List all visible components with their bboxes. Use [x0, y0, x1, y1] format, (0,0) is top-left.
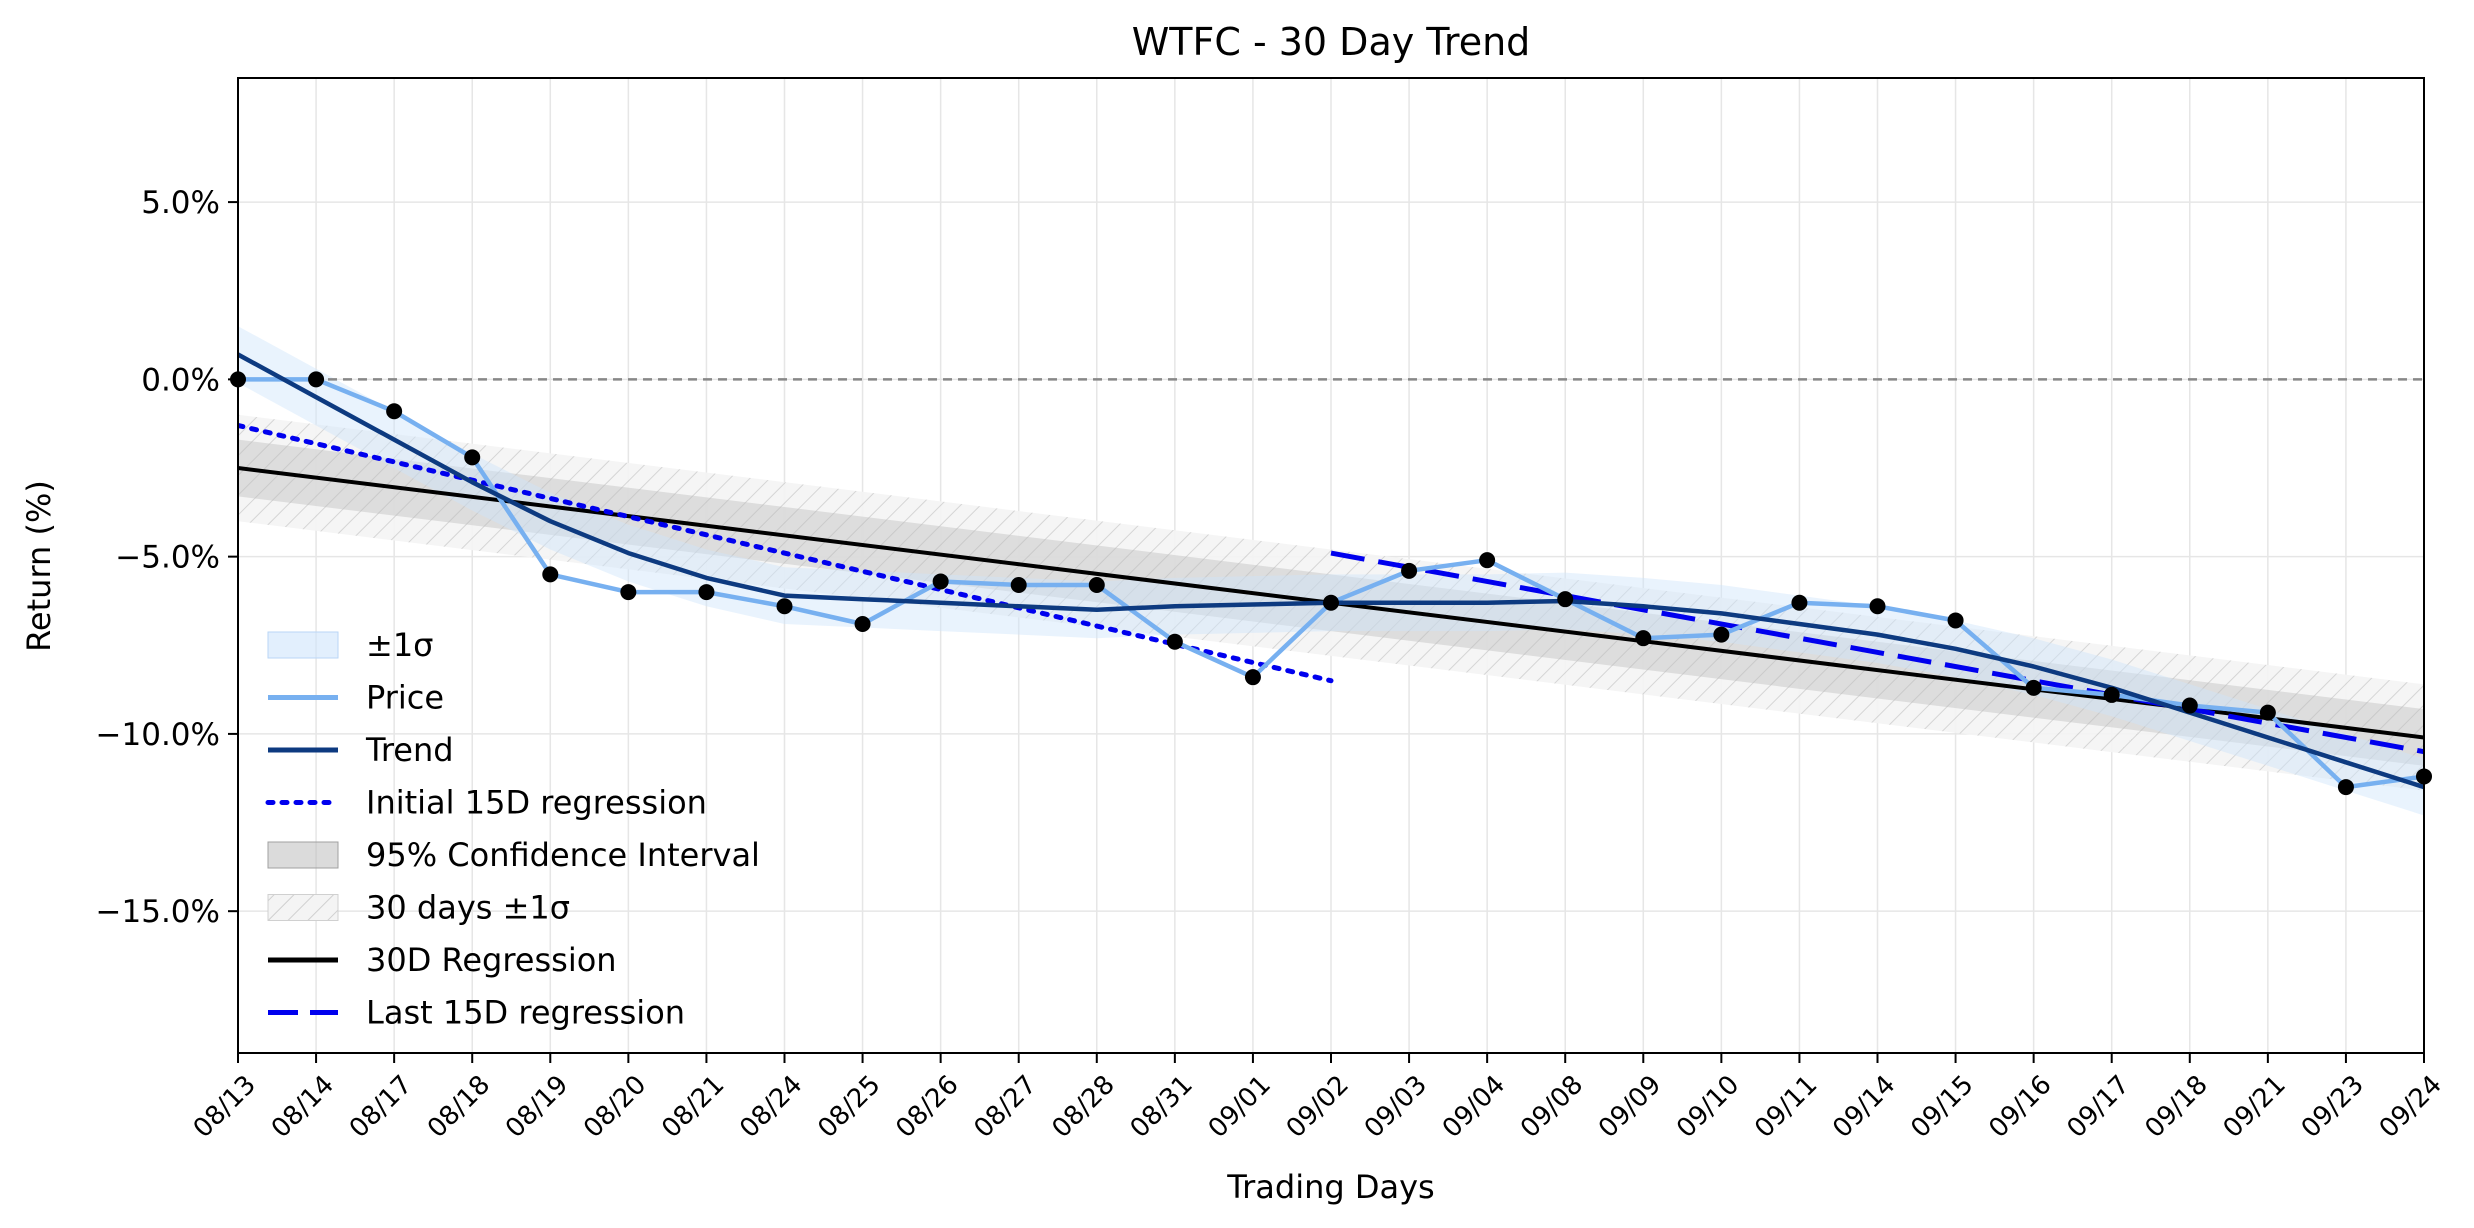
- x-tick-label: 08/24: [734, 1070, 808, 1144]
- legend-label: 95% Confidence Interval: [366, 836, 760, 874]
- x-tick-label: 09/18: [2140, 1070, 2214, 1144]
- legend-label: Last 15D regression: [366, 994, 685, 1032]
- x-tick-label: 08/18: [422, 1070, 496, 1144]
- legend-label: ±1σ: [366, 626, 433, 664]
- last-15d-regression-line: [1330, 550, 2424, 755]
- price-marker: [1947, 612, 1964, 629]
- x-tick-label: 09/04: [1437, 1070, 1511, 1144]
- legend-swatch-confidence: [267, 841, 339, 869]
- x-tick-label: 09/09: [1593, 1070, 1667, 1144]
- x-tick-label: 08/31: [1125, 1070, 1199, 1144]
- price-marker: [854, 616, 871, 632]
- x-tick-label: 09/03: [1359, 1070, 1433, 1144]
- x-tick-label: 09/14: [1827, 1070, 1901, 1144]
- price-marker: [1010, 577, 1027, 593]
- x-tick-label: 09/01: [1203, 1070, 1277, 1144]
- y-tick-label: 5.0%: [141, 185, 220, 221]
- x-tick-label: 09/10: [1671, 1070, 1745, 1144]
- price-marker: [2337, 779, 2354, 796]
- price-marker: [308, 371, 325, 388]
- legend-label: Trend: [365, 731, 454, 769]
- x-tick-label: 09/21: [2218, 1070, 2292, 1144]
- x-tick-label: 08/17: [344, 1070, 418, 1144]
- x-tick-label: 08/20: [578, 1070, 652, 1144]
- price-marker: [386, 403, 403, 420]
- x-tick-label: 08/21: [656, 1070, 730, 1144]
- x-tick-label: 08/26: [890, 1070, 964, 1144]
- y-tick-label: −15.0%: [96, 894, 220, 930]
- price-marker: [1791, 594, 1808, 611]
- x-tick-label: 09/15: [1905, 1070, 1979, 1144]
- sigma-band: [238, 326, 2424, 816]
- x-tick-label: 09/11: [1749, 1070, 1823, 1144]
- x-tick-label: 09/02: [1281, 1070, 1355, 1144]
- legend-label: 30 days ±1σ: [366, 889, 570, 927]
- chart-title: WTFC - 30 Day Trend: [1132, 20, 1531, 64]
- y-tick-label: −10.0%: [96, 717, 220, 753]
- price-marker: [2181, 697, 2198, 714]
- price-marker: [1713, 626, 1730, 643]
- legend-label: Initial 15D regression: [366, 784, 707, 822]
- y-tick-label: −5.0%: [115, 540, 220, 576]
- x-tick-label: 09/08: [1515, 1070, 1589, 1144]
- y-axis-label: Return (%): [20, 480, 58, 652]
- y-tick-label: 0.0%: [141, 362, 220, 398]
- legend-swatch-sigma: [267, 631, 339, 659]
- price-marker: [1323, 594, 1339, 611]
- price-markers: [230, 371, 2432, 796]
- x-tick-label: 09/23: [2296, 1070, 2370, 1144]
- x-tick-label: 08/28: [1047, 1070, 1121, 1144]
- legend: ±1σ Price Trend Initial 15D regression 95% C…: [265, 626, 760, 1032]
- price-marker: [1088, 577, 1105, 593]
- x-tick-label: 08/25: [812, 1070, 886, 1144]
- price-marker: [2103, 686, 2120, 703]
- price-marker: [776, 598, 793, 615]
- price-marker: [698, 584, 715, 601]
- price-marker: [1244, 669, 1261, 686]
- x-tick-label: 08/27: [968, 1070, 1042, 1144]
- x-tick-label: 08/14: [266, 1070, 340, 1144]
- initial-15d-regression-line: [238, 422, 1334, 684]
- x-tick-label: 08/19: [500, 1070, 574, 1144]
- price-marker: [1401, 562, 1418, 579]
- price-marker: [2259, 704, 2276, 721]
- price-marker: [542, 566, 559, 583]
- x-tick-label: 09/24: [2374, 1070, 2448, 1144]
- x-axis-label: Trading Days: [1226, 1168, 1434, 1206]
- price-marker: [1557, 591, 1574, 608]
- price-marker: [620, 584, 637, 601]
- price-marker: [1635, 630, 1652, 647]
- x-tick-label: 08/13: [188, 1070, 262, 1144]
- price-marker: [1869, 598, 1886, 615]
- price-marker: [2025, 679, 2042, 696]
- legend-label: Price: [366, 679, 444, 717]
- x-tick-label: 09/16: [1983, 1070, 2057, 1144]
- price-marker: [1166, 633, 1183, 650]
- x-tick-label: 09/17: [2061, 1070, 2135, 1144]
- price-marker: [1479, 552, 1496, 569]
- legend-swatch-hatch: [267, 894, 339, 921]
- legend-label: 30D Regression: [366, 941, 617, 979]
- price-marker: [464, 449, 481, 466]
- price-marker: [932, 573, 949, 590]
